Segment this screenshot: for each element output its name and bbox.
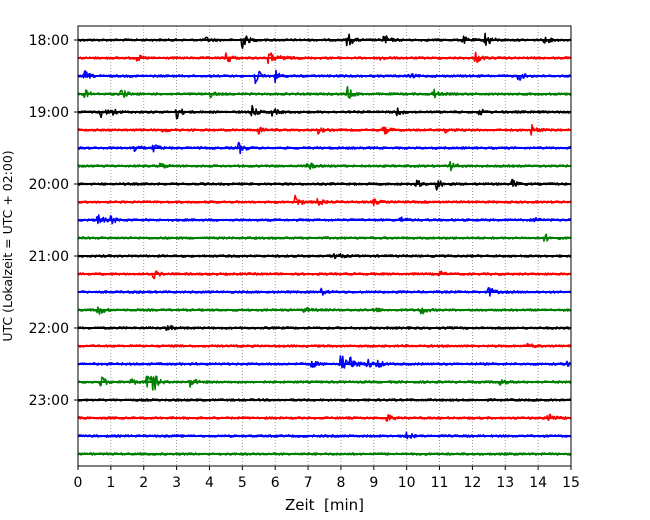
x-tick-label-1: 1 (106, 475, 115, 491)
x-axis-ticks: 0 1 2 3 4 5 6 7 8 9 10 11 12 13 14 15 (74, 466, 580, 491)
x-tick-label-14: 14 (529, 475, 547, 491)
y-tick-label-2200: 22:00 (29, 321, 69, 337)
y-tick-label-2300: 23:00 (29, 393, 69, 409)
x-tick-label-12: 12 (463, 475, 481, 491)
x-tick-label-4: 4 (205, 475, 214, 491)
plot-frame (77, 25, 572, 467)
trace-2245 (77, 375, 572, 391)
x-tick-label-0: 0 (74, 475, 83, 491)
x-tick-label-10: 10 (398, 475, 416, 491)
x-axis-label: Zeit [min] (285, 496, 364, 514)
x-tick-label-8: 8 (336, 475, 345, 491)
x-tick-label-2: 2 (139, 475, 148, 491)
y-tick-label-1800: 18:00 (29, 33, 69, 49)
x-tick-label-9: 9 (369, 475, 378, 491)
x-tick-label-5: 5 (238, 475, 247, 491)
y-axis-ticks: 18:00 19:00 20:00 21:00 22:00 23:00 (29, 33, 78, 409)
y-tick-label-2000: 20:00 (29, 177, 69, 193)
x-tick-label-11: 11 (431, 475, 449, 491)
x-tick-label-15: 15 (562, 475, 580, 491)
trace-2230 (77, 355, 572, 369)
x-tick-label-13: 13 (496, 475, 514, 491)
y-tick-label-2100: 21:00 (29, 249, 69, 265)
x-tick-label-3: 3 (172, 475, 181, 491)
x-tick-label-6: 6 (271, 475, 280, 491)
seismogram-traces (77, 32, 572, 456)
y-tick-label-1900: 19:00 (29, 105, 69, 121)
y-axis-label: UTC (Lokalzeit = UTC + 02:00) (0, 150, 15, 341)
trace-1845 (77, 85, 572, 99)
x-tick-label-7: 7 (304, 475, 313, 491)
trace-2015 (77, 194, 572, 207)
